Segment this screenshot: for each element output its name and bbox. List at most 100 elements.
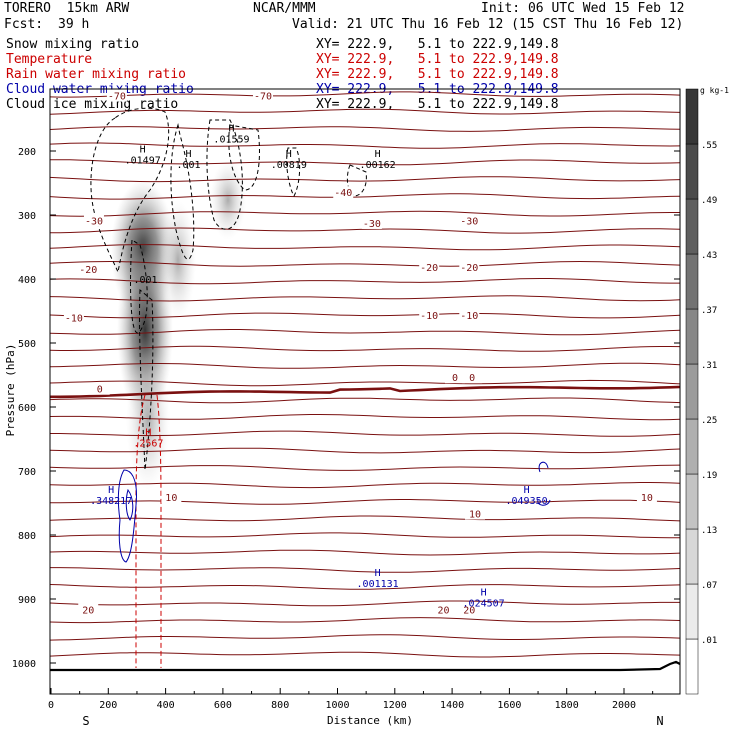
temperature-isotherm — [50, 108, 680, 115]
colorbar-segment — [685, 473, 699, 530]
maximum-marker: H — [145, 427, 151, 438]
temperature-label: -10 — [460, 311, 478, 322]
terrain-line — [50, 660, 680, 672]
x-tick-label: 600 — [214, 700, 232, 711]
maximum-value: .01497 — [125, 156, 161, 167]
temperature-label-bg — [89, 382, 110, 395]
temperature-isotherm — [50, 362, 680, 369]
temperature-label-bg — [459, 214, 480, 227]
colorbar-segment — [685, 638, 699, 695]
temperature-label-bg — [459, 309, 480, 322]
temperature-label-bg — [462, 371, 483, 384]
temperature-label-bg — [78, 263, 99, 276]
y-tick-label: 800 — [18, 531, 36, 542]
temperature-label: -70 — [108, 92, 126, 103]
snow-shading — [111, 160, 246, 490]
colorbar-label: .55 — [701, 141, 717, 151]
plot-frame — [49, 88, 681, 695]
x-tick-label: 0 — [48, 700, 54, 711]
temperature-label: 10 — [469, 510, 481, 521]
temperature-isotherm — [50, 227, 680, 234]
temperature-label-bg — [636, 490, 657, 503]
x-tick-label: 800 — [271, 700, 289, 711]
colorbar-segment — [685, 88, 699, 145]
temperature-isotherm — [50, 600, 680, 607]
maximum-value: .00819 — [271, 160, 307, 171]
temperature-label: -30 — [363, 219, 381, 230]
temperature-isotherm — [50, 414, 680, 421]
temperature-isotherm — [50, 447, 680, 454]
maximum-marker: H — [375, 568, 381, 579]
field-xy-rain: XY= 222.9, 5.1 to 222.9,149.8 — [316, 67, 559, 82]
temperature-isotherm — [50, 430, 680, 437]
temperature-label-bg — [444, 371, 465, 384]
temperature-label: 20 — [82, 606, 94, 617]
maximum-marker: H — [140, 145, 146, 156]
field-xy-snow: XY= 222.9, 5.1 to 222.9,149.8 — [316, 37, 559, 52]
temperature-label-bg — [361, 216, 382, 229]
maximum-value: .001 — [133, 275, 157, 286]
temperature-label: -20 — [420, 263, 438, 274]
temperature-isotherm — [50, 651, 680, 658]
x-tick-label: 1400 — [440, 700, 464, 711]
temperature-isotherm — [50, 549, 680, 556]
maximum-marker: H — [186, 149, 192, 160]
forecast-label: Fcst: — [4, 17, 44, 32]
x-tick-label: 1800 — [555, 700, 579, 711]
x-tick-label: 2000 — [612, 700, 636, 711]
temperature-isotherm — [50, 617, 680, 624]
temperature-label: -30 — [85, 216, 103, 227]
y-tick-label: 500 — [18, 339, 36, 350]
chart-labels: -70 -70-40-30 -30 -30-20 -20 -20-10 -10 -1000 01… — [63, 89, 657, 617]
temperature-label: 20 — [463, 606, 475, 617]
temperature-label-bg — [253, 89, 274, 102]
temperature-isotherm — [50, 210, 680, 217]
temperature-label-bg — [459, 603, 480, 616]
temperature-label-bg — [333, 186, 354, 199]
cloud-ice-contours — [90, 107, 367, 471]
maximum-value: .001 — [176, 160, 200, 171]
temperature-label-bg — [106, 89, 127, 102]
maximum-marker: H — [286, 149, 292, 160]
field-name-temperature: Temperature — [6, 52, 93, 67]
temperature-label: -70 — [254, 92, 272, 103]
temperature-isotherm — [50, 515, 680, 522]
temperature-label: 10 — [641, 493, 653, 504]
temperature-label-bg — [419, 261, 440, 274]
south-label: S — [82, 714, 89, 728]
temperature-isotherm — [50, 482, 680, 489]
temperature-label: 10 — [165, 493, 177, 504]
colorbar-segment — [685, 308, 699, 365]
x-tick-label: 1600 — [497, 700, 521, 711]
x-axis-label: Distance (km) — [327, 714, 413, 727]
maximum-value: .2567 — [133, 438, 163, 449]
temperature-label: -40 — [334, 188, 352, 199]
temperature-isotherm — [50, 176, 680, 183]
colorbar-label: .07 — [701, 581, 717, 591]
temperature-isotherm — [50, 126, 680, 132]
maximum-value: .024507 — [463, 598, 505, 609]
temperature-label: 20 — [437, 606, 449, 617]
y-tick-label: 200 — [18, 147, 36, 158]
y-tick-label: 300 — [18, 211, 36, 222]
temperature-label-bg — [78, 603, 99, 616]
colorbar-segment — [685, 528, 699, 585]
rain-water-contours — [135, 394, 162, 668]
x-tick-label: 400 — [157, 700, 175, 711]
field-name-snow: Snow mixing ratio — [6, 37, 140, 52]
temperature-isotherm — [50, 244, 680, 251]
maximum-value: .01559 — [213, 134, 249, 145]
temperature-label-bg — [459, 261, 480, 274]
maximum-value: .049350 — [506, 496, 548, 507]
x-tick-label: 1200 — [383, 700, 407, 711]
maximum-value: .00162 — [360, 160, 396, 171]
maximum-value: .348217 — [90, 496, 132, 507]
temperature-isotherm — [50, 584, 680, 590]
temperature-isotherm — [50, 159, 680, 166]
colorbar-label: .25 — [701, 416, 717, 426]
temperature-isotherm — [50, 193, 680, 200]
colorbar: .01 .07 .13 .19 .25 .31 .37 .43 .49 .55 g kg-1 — [685, 86, 729, 695]
colorbar-label: .31 — [701, 361, 717, 371]
x-tick-label: 200 — [99, 700, 117, 711]
